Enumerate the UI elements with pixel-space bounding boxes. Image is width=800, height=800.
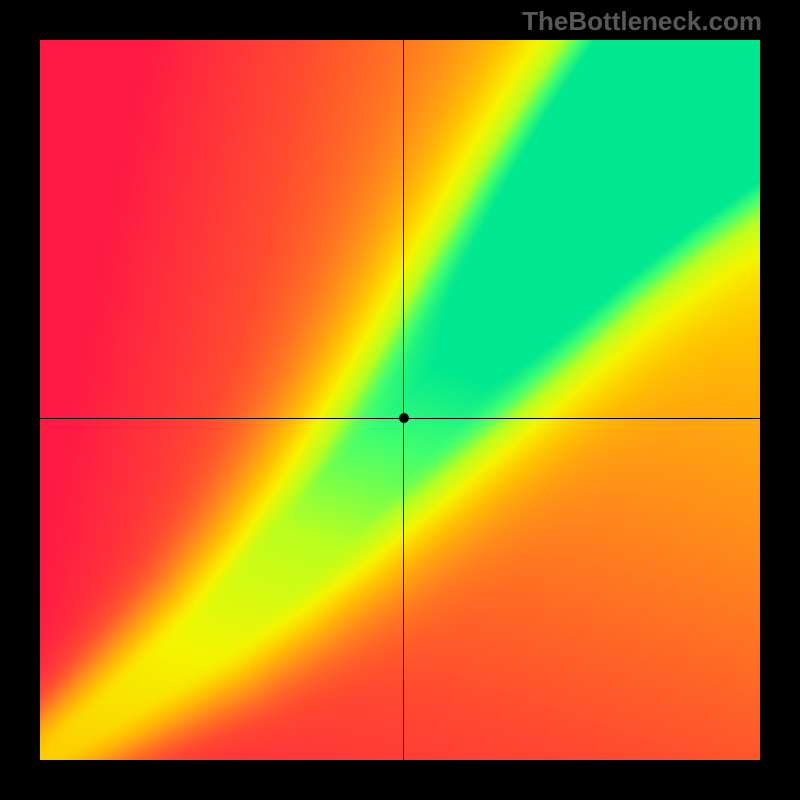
chart-container: { "chart": { "type": "heatmap", "canvas_… xyxy=(0,0,800,800)
crosshair-vertical xyxy=(403,40,404,760)
crosshair-marker[interactable] xyxy=(399,413,409,423)
bottleneck-heatmap xyxy=(40,40,760,760)
watermark-text: TheBottleneck.com xyxy=(522,6,762,37)
